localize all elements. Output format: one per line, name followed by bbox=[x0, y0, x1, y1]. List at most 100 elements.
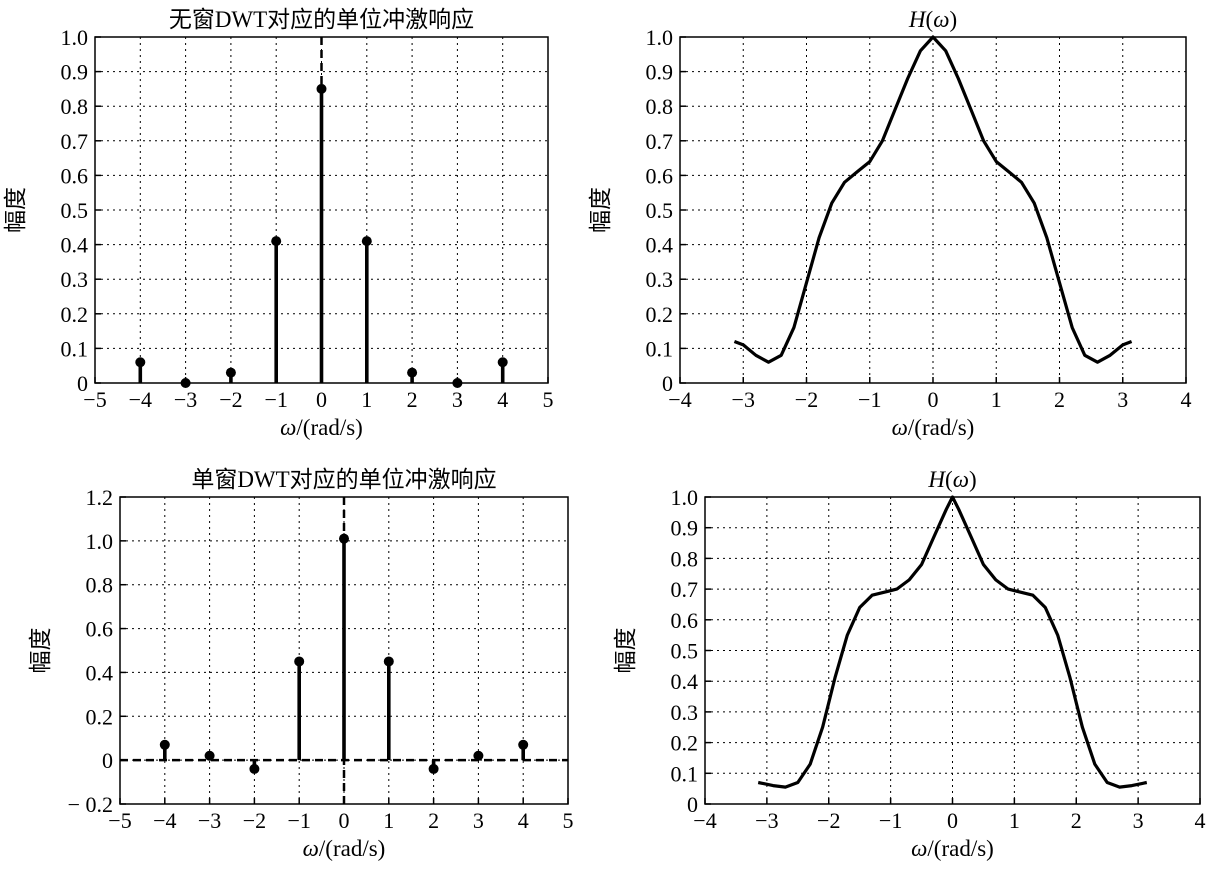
x-tick-label: 3 bbox=[452, 387, 463, 412]
y-tick-label: 0.4 bbox=[86, 660, 114, 685]
stem-marker bbox=[339, 533, 349, 544]
stem-marker bbox=[159, 739, 170, 750]
chart-title: H(ω) bbox=[908, 7, 957, 32]
x-tick-label: −4 bbox=[693, 808, 716, 833]
x-tick-label: 2 bbox=[407, 387, 418, 412]
chart-panel-3: −5 −4 −3 −2 −1 0 1 2 3 4 5 − 0.2 0 0.2 0.4 0.6 0.8 1.0 1.2… bbox=[28, 467, 574, 861]
x-tick-label: 4 bbox=[1181, 387, 1192, 412]
chart-panel-4: −4 −3 −2 −1 0 1 2 3 4 0 0.1 0.2 0.3 0.4 0.5 0.6 0.7 0.8 0.… bbox=[613, 467, 1206, 861]
x-tick-label: 0 bbox=[928, 387, 939, 412]
y-axis-label: 幅度 bbox=[613, 628, 638, 674]
x-tick-label: −3 bbox=[755, 808, 778, 833]
stem-marker bbox=[294, 656, 305, 667]
y-tick-label: 0.6 bbox=[671, 608, 699, 633]
y-tick-label: 0.5 bbox=[646, 198, 674, 223]
y-tick-label: − 0.2 bbox=[68, 792, 113, 817]
stem-marker bbox=[225, 367, 236, 378]
y-tick-label: 0.8 bbox=[671, 546, 699, 571]
stem-marker bbox=[180, 378, 191, 388]
y-tick-label: 0.4 bbox=[671, 669, 699, 694]
x-tick-label: −1 bbox=[858, 387, 881, 412]
x-tick-label: −2 bbox=[243, 808, 266, 833]
y-axis-label: 幅度 bbox=[28, 628, 53, 674]
x-tick-label: 3 bbox=[1133, 808, 1144, 833]
y-tick-label: 0.5 bbox=[61, 198, 89, 223]
x-tick-label: −1 bbox=[264, 387, 287, 412]
y-tick-label: 1.0 bbox=[646, 25, 674, 50]
y-tick-label: 0.1 bbox=[646, 336, 674, 361]
y-tick-label: 1.2 bbox=[86, 485, 114, 510]
x-tick-label: 3 bbox=[473, 808, 484, 833]
y-tick-label: 0.8 bbox=[86, 573, 114, 598]
stem-marker bbox=[135, 357, 146, 368]
y-tick-label: 0.4 bbox=[61, 233, 89, 258]
y-tick-label: 0.6 bbox=[61, 163, 89, 188]
y-tick-label: 0.4 bbox=[646, 233, 674, 258]
x-tick-label: 4 bbox=[518, 808, 529, 833]
y-tick-label: 0.8 bbox=[61, 94, 89, 119]
y-tick-label: 0 bbox=[77, 371, 88, 396]
y-tick-label: 0 bbox=[662, 371, 673, 396]
chart-panel-2: −4 −3 −2 −1 0 1 2 3 4 0 0.1 0.2 0.3 0.4 0.5 0.6 0.7 0.8 0.… bbox=[588, 7, 1192, 440]
x-tick-label: 3 bbox=[1117, 387, 1128, 412]
frequency-response-curve bbox=[757, 495, 1148, 789]
y-tick-label: 0 bbox=[102, 748, 113, 773]
chart-title: 单窗DWT对应的单位冲激响应 bbox=[191, 467, 496, 492]
x-tick-label: 4 bbox=[497, 387, 508, 412]
x-axis-label: ω/(rad/s) bbox=[911, 836, 994, 861]
y-tick-label: 0.7 bbox=[646, 129, 674, 154]
y-tick-label: 0 bbox=[687, 792, 698, 817]
x-tick-label: −5 bbox=[108, 808, 131, 833]
x-tick-label: −3 bbox=[198, 808, 221, 833]
y-tick-label: 0.2 bbox=[646, 302, 674, 327]
x-tick-label: 2 bbox=[1054, 387, 1065, 412]
x-tick-label: −1 bbox=[879, 808, 902, 833]
frequency-response-curve bbox=[733, 35, 1133, 364]
x-tick-label: 1 bbox=[383, 808, 394, 833]
x-tick-label: −4 bbox=[668, 387, 691, 412]
y-tick-label: 0.3 bbox=[61, 267, 89, 292]
x-tick-label: −2 bbox=[219, 387, 242, 412]
x-tick-label: 5 bbox=[563, 808, 574, 833]
x-axis-label: ω/(rad/s) bbox=[280, 415, 363, 440]
chart-panel-1: −5 −4 −3 −2 −1 0 1 2 3 4 5 0 0.1 0.2 0.3 0.4 0.5 0.6 0.7 0.… bbox=[3, 7, 554, 440]
y-tick-label: 0.3 bbox=[646, 267, 674, 292]
y-tick-label: 1.0 bbox=[86, 529, 114, 554]
stem-marker bbox=[407, 367, 418, 378]
x-tick-label: −3 bbox=[732, 387, 755, 412]
y-tick-label: 1.0 bbox=[671, 485, 699, 510]
chart-title: H(ω) bbox=[927, 467, 976, 492]
y-tick-label: 0.7 bbox=[61, 129, 89, 154]
y-tick-label: 0.3 bbox=[671, 700, 699, 725]
y-tick-label: 0.8 bbox=[646, 94, 674, 119]
x-tick-label: −1 bbox=[287, 808, 310, 833]
x-tick-label: −2 bbox=[817, 808, 840, 833]
y-tick-label: 0.5 bbox=[671, 639, 699, 664]
x-tick-label: 1 bbox=[361, 387, 372, 412]
x-tick-label: 0 bbox=[316, 387, 327, 412]
x-tick-label: 0 bbox=[947, 808, 958, 833]
y-tick-label: 0.1 bbox=[671, 761, 699, 786]
y-axis-label: 幅度 bbox=[588, 187, 613, 233]
stem-marker bbox=[452, 378, 463, 388]
y-tick-label: 0.2 bbox=[86, 704, 114, 729]
x-tick-label: 0 bbox=[339, 808, 350, 833]
stem-marker bbox=[383, 656, 394, 667]
x-tick-label: −2 bbox=[795, 387, 818, 412]
chart-title: 无窗DWT对应的单位冲激响应 bbox=[169, 7, 474, 32]
x-tick-label: −4 bbox=[153, 808, 176, 833]
x-tick-label: 1 bbox=[991, 387, 1002, 412]
x-tick-label: 2 bbox=[1071, 808, 1082, 833]
stem-marker bbox=[473, 750, 484, 761]
y-tick-label: 0.1 bbox=[61, 336, 89, 361]
stem-marker bbox=[518, 739, 529, 750]
x-tick-label: −4 bbox=[129, 387, 152, 412]
y-tick-label: 0.7 bbox=[671, 577, 699, 602]
x-tick-label: 1 bbox=[1009, 808, 1020, 833]
y-tick-label: 0.6 bbox=[646, 163, 674, 188]
x-tick-label: 2 bbox=[428, 808, 439, 833]
y-tick-label: 0.9 bbox=[671, 516, 699, 541]
x-tick-label: −3 bbox=[174, 387, 197, 412]
stem-marker bbox=[204, 750, 215, 761]
